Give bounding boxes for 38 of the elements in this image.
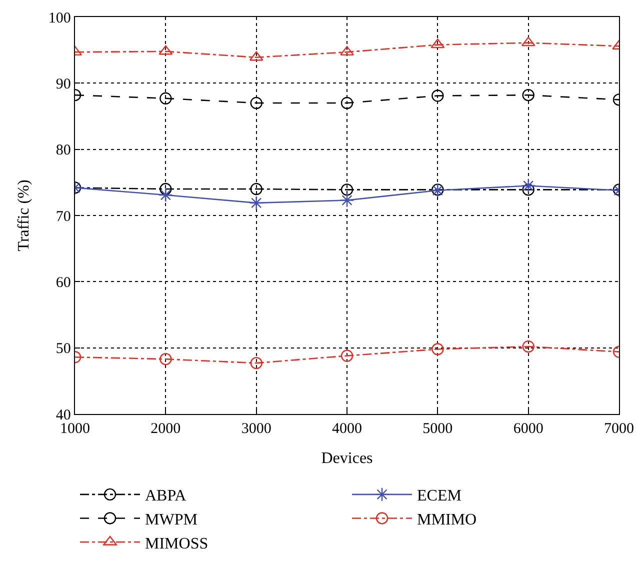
point: [432, 343, 444, 356]
legend-label: MMIMO: [417, 511, 477, 528]
legend-label: ABPA: [145, 488, 187, 505]
x-tick-label: 4000: [332, 421, 362, 438]
y-tick-label: 90: [56, 76, 71, 92]
point: [522, 184, 534, 196]
legend-label: ECEM: [417, 488, 462, 505]
x-axis-title: Devices: [321, 450, 373, 467]
point: [160, 352, 172, 366]
x-tick-label: 1000: [60, 421, 90, 438]
x-tick-label: 7000: [604, 421, 634, 438]
point: [340, 350, 354, 362]
point: [160, 92, 172, 104]
legend-label: MWPM: [145, 511, 198, 528]
point: [160, 182, 172, 196]
point: [522, 88, 534, 102]
point: [250, 96, 262, 110]
point: [340, 193, 354, 208]
point: [522, 340, 534, 353]
x-tick-label: 3000: [241, 421, 272, 438]
x-tick-label: 6000: [513, 421, 544, 438]
point: [249, 196, 264, 210]
point: [250, 356, 262, 370]
y-tick-label: 70: [56, 208, 71, 225]
point: [250, 182, 262, 196]
point: [340, 46, 354, 56]
y-tick-label: 80: [56, 142, 71, 159]
y-axis-title: Traffic (%): [15, 180, 32, 252]
legend-label: MIMOSS: [145, 535, 208, 552]
point: [340, 184, 354, 196]
y-tick-label: 40: [56, 407, 71, 424]
y-tick-label: 60: [56, 274, 71, 291]
x-tick-label: 5000: [422, 421, 453, 438]
y-tick-label: 100: [48, 10, 71, 26]
point: [432, 90, 444, 102]
point: [340, 96, 354, 110]
y-tick-label: 50: [56, 341, 71, 358]
x-tick-label: 2000: [150, 421, 181, 438]
